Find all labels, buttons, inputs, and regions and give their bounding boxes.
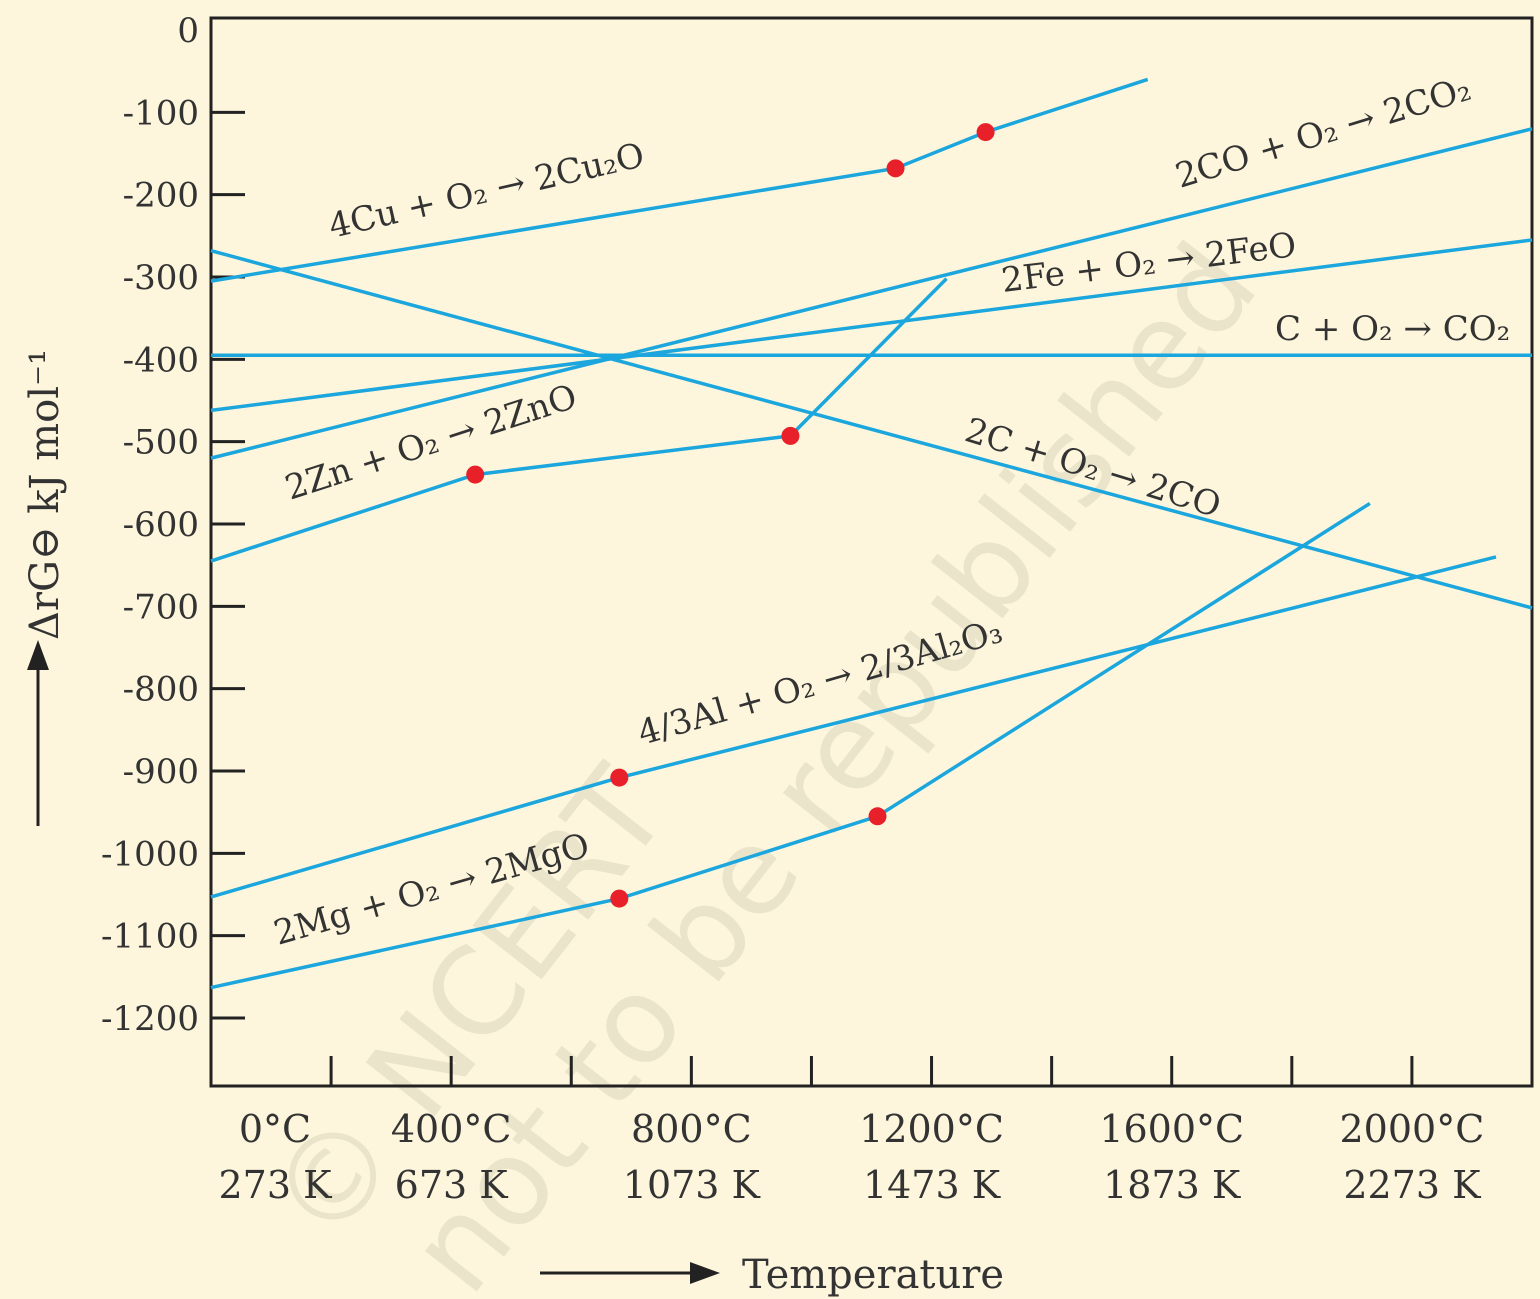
transition-markers bbox=[466, 123, 995, 908]
y-tick-label: -500 bbox=[123, 423, 199, 463]
series-line-0 bbox=[210, 77, 1149, 283]
y-tick-label: -400 bbox=[123, 340, 199, 380]
x-tick-label-celsius: 0°C bbox=[239, 1107, 311, 1151]
y-axis-label: ΔrG⊖ kJ mol⁻¹ bbox=[22, 349, 68, 640]
x-tick-label-kelvin: 2273 K bbox=[1343, 1163, 1481, 1207]
x-tick-label-kelvin: 1073 K bbox=[623, 1163, 761, 1207]
y-tick-label: -100 bbox=[123, 93, 199, 133]
plot-frame bbox=[209, 16, 1534, 1088]
y-tick-label: -1200 bbox=[101, 999, 199, 1039]
series-line-2 bbox=[210, 238, 1533, 413]
x-tick-label-celsius: 400°C bbox=[391, 1107, 512, 1151]
transition-point-marker bbox=[868, 807, 887, 826]
y-tick-label: -600 bbox=[123, 505, 199, 545]
x-tick-label-kelvin: 1473 K bbox=[863, 1163, 1001, 1207]
transition-point-marker bbox=[886, 159, 905, 178]
series-line-5 bbox=[210, 277, 948, 563]
y-tick-label: -900 bbox=[123, 752, 199, 792]
y-tick-label: -1000 bbox=[101, 834, 199, 874]
x-axis-label: Temperature bbox=[742, 1252, 1004, 1298]
series-lines bbox=[210, 77, 1533, 990]
y-tick-label: 0 bbox=[177, 11, 199, 51]
series-line-4 bbox=[210, 248, 1533, 610]
transition-point-marker bbox=[781, 426, 800, 445]
transition-point-marker bbox=[610, 889, 629, 908]
transition-point-marker bbox=[976, 123, 995, 142]
label-co2-from-co: 2CO + O₂ → 2CO₂ bbox=[1171, 69, 1476, 197]
y-tick-label: -1100 bbox=[101, 917, 199, 957]
x-tick-label-kelvin: 273 K bbox=[219, 1163, 333, 1207]
x-tick-label-celsius: 2000°C bbox=[1340, 1107, 1485, 1151]
x-tick-label-kelvin: 673 K bbox=[395, 1163, 509, 1207]
x-tick-label-celsius: 800°C bbox=[631, 1107, 752, 1151]
series-line-7 bbox=[210, 501, 1371, 990]
x-axis-ticks: 0°C 273 K 400°C 673 K 800°C 1073 K 1200°C 1473 … bbox=[219, 1056, 1485, 1207]
y-tick-label: -800 bbox=[123, 670, 199, 710]
series-labels: 4Cu + O₂ → 2Cu₂O 2CO + O₂ → 2CO₂ 2Fe + O… bbox=[269, 69, 1510, 954]
label-cu2o: 4Cu + O₂ → 2Cu₂O bbox=[325, 135, 648, 246]
y-tick-label: -700 bbox=[123, 587, 199, 627]
transition-point-marker bbox=[466, 465, 485, 484]
x-tick-label-celsius: 1600°C bbox=[1099, 1107, 1244, 1151]
x-tick-label-celsius: 1200°C bbox=[859, 1107, 1004, 1151]
y-tick-label: -200 bbox=[123, 176, 199, 216]
transition-point-marker bbox=[610, 768, 629, 787]
y-tick-label: -300 bbox=[123, 258, 199, 298]
y-axis-title: ΔrG⊖ kJ mol⁻¹ bbox=[22, 349, 68, 826]
x-tick-label-kelvin: 1873 K bbox=[1103, 1163, 1241, 1207]
y-axis-ticks: 0 -100 -200 -300 -400 -500 -600 -700 -800 -900 -10… bbox=[101, 11, 245, 1039]
x-axis-title: Temperature bbox=[540, 1252, 1004, 1298]
label-co2-from-c: C + O₂ → CO₂ bbox=[1275, 309, 1510, 349]
series-line-1 bbox=[210, 127, 1533, 460]
